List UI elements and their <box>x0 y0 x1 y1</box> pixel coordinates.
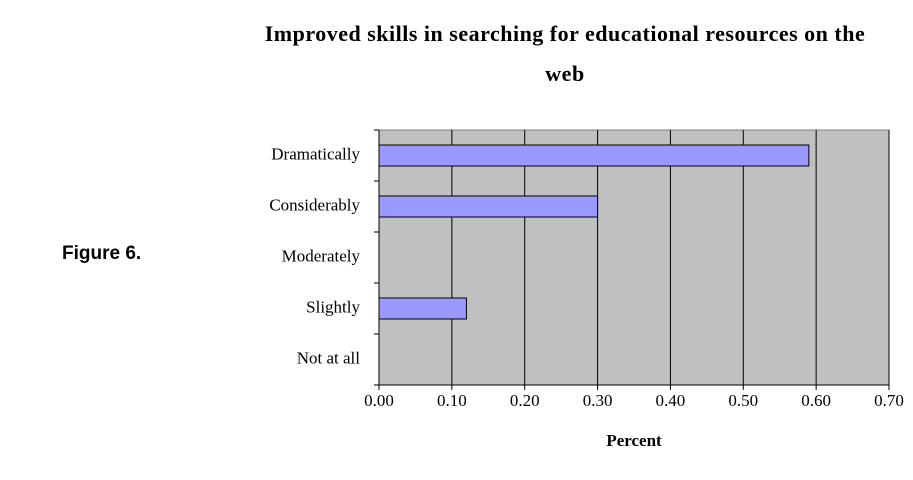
x-tick-label: 0.00 <box>364 391 394 410</box>
y-tick-label: Slightly <box>306 297 360 316</box>
x-tick-label: 0.20 <box>510 391 540 410</box>
chart-title: Improved skills in searching for educati… <box>264 21 866 86</box>
y-tick-label: Not at all <box>297 348 361 367</box>
y-tick-label: Considerably <box>269 195 360 214</box>
x-tick-label: 0.50 <box>728 391 758 410</box>
y-tick-label: Moderately <box>282 246 361 265</box>
plot-area <box>378 129 890 386</box>
x-axis-label: Percent <box>606 431 662 450</box>
bar <box>378 297 467 320</box>
x-tick-label: 0.60 <box>801 391 831 410</box>
x-tick-label: 0.30 <box>583 391 613 410</box>
x-tick-label: 0.10 <box>437 391 467 410</box>
x-tick-label: 0.70 <box>874 391 904 410</box>
x-tick-label: 0.40 <box>656 391 686 410</box>
figure-label: Figure 6. <box>62 243 142 264</box>
bar <box>378 144 810 167</box>
y-tick-label: Dramatically <box>271 144 360 163</box>
bar <box>378 195 599 218</box>
